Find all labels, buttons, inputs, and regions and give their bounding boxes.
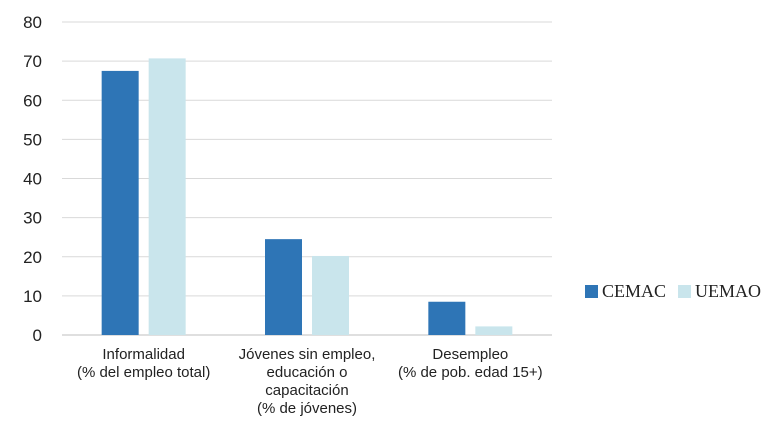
bar-uemao-0 (148, 58, 186, 335)
bar-uemao-1 (312, 255, 349, 335)
x-category-label-line: educación o (267, 364, 348, 381)
x-category-label: Desempleo (% de pob. edad 15+) (398, 346, 543, 381)
x-category-label-line: Desempleo (432, 346, 508, 363)
gridlines (62, 21, 552, 336)
x-category-label-line: (% de jóvenes) (257, 400, 357, 417)
x-category-label-line: Informalidad (102, 346, 185, 363)
legend: CEMAC UEMAO (585, 281, 761, 301)
x-category-label: Informalidad (% del empleo total) (77, 346, 210, 381)
x-category-label: Jóvenes sin empleo, educación o capacitaci… (239, 346, 376, 417)
x-category-label-line: capacitación (265, 382, 348, 399)
legend-label-cemac: CEMAC (602, 281, 666, 301)
y-tick-label: 0 (33, 326, 42, 345)
y-tick-label: 50 (23, 130, 42, 149)
bar-cemac-1 (265, 239, 302, 335)
bar-cemac-2 (428, 301, 466, 335)
bars (101, 58, 513, 335)
y-tick-label: 60 (23, 91, 42, 110)
x-category-label-line: (% de pob. edad 15+) (398, 364, 543, 381)
y-tick-label: 70 (23, 52, 42, 71)
bar-uemao-2 (475, 326, 513, 335)
x-category-label-line: (% del empleo total) (77, 364, 210, 381)
y-tick-label: 10 (23, 287, 42, 306)
legend-swatch-uemao (678, 285, 692, 298)
y-tick-label: 30 (23, 209, 42, 228)
x-axis: Informalidad (% del empleo total) Jóvenes … (77, 346, 543, 417)
x-category-label-line: Jóvenes sin empleo, (239, 346, 376, 363)
bar-cemac-0 (101, 70, 139, 335)
y-tick-label: 20 (23, 248, 42, 267)
y-tick-label: 80 (23, 13, 42, 32)
y-tick-label: 40 (23, 170, 42, 189)
legend-swatch-cemac (585, 285, 598, 298)
legend-label-uemao: UEMAO (695, 281, 761, 301)
y-axis: 0 10 20 30 40 50 60 70 80 (23, 13, 42, 345)
